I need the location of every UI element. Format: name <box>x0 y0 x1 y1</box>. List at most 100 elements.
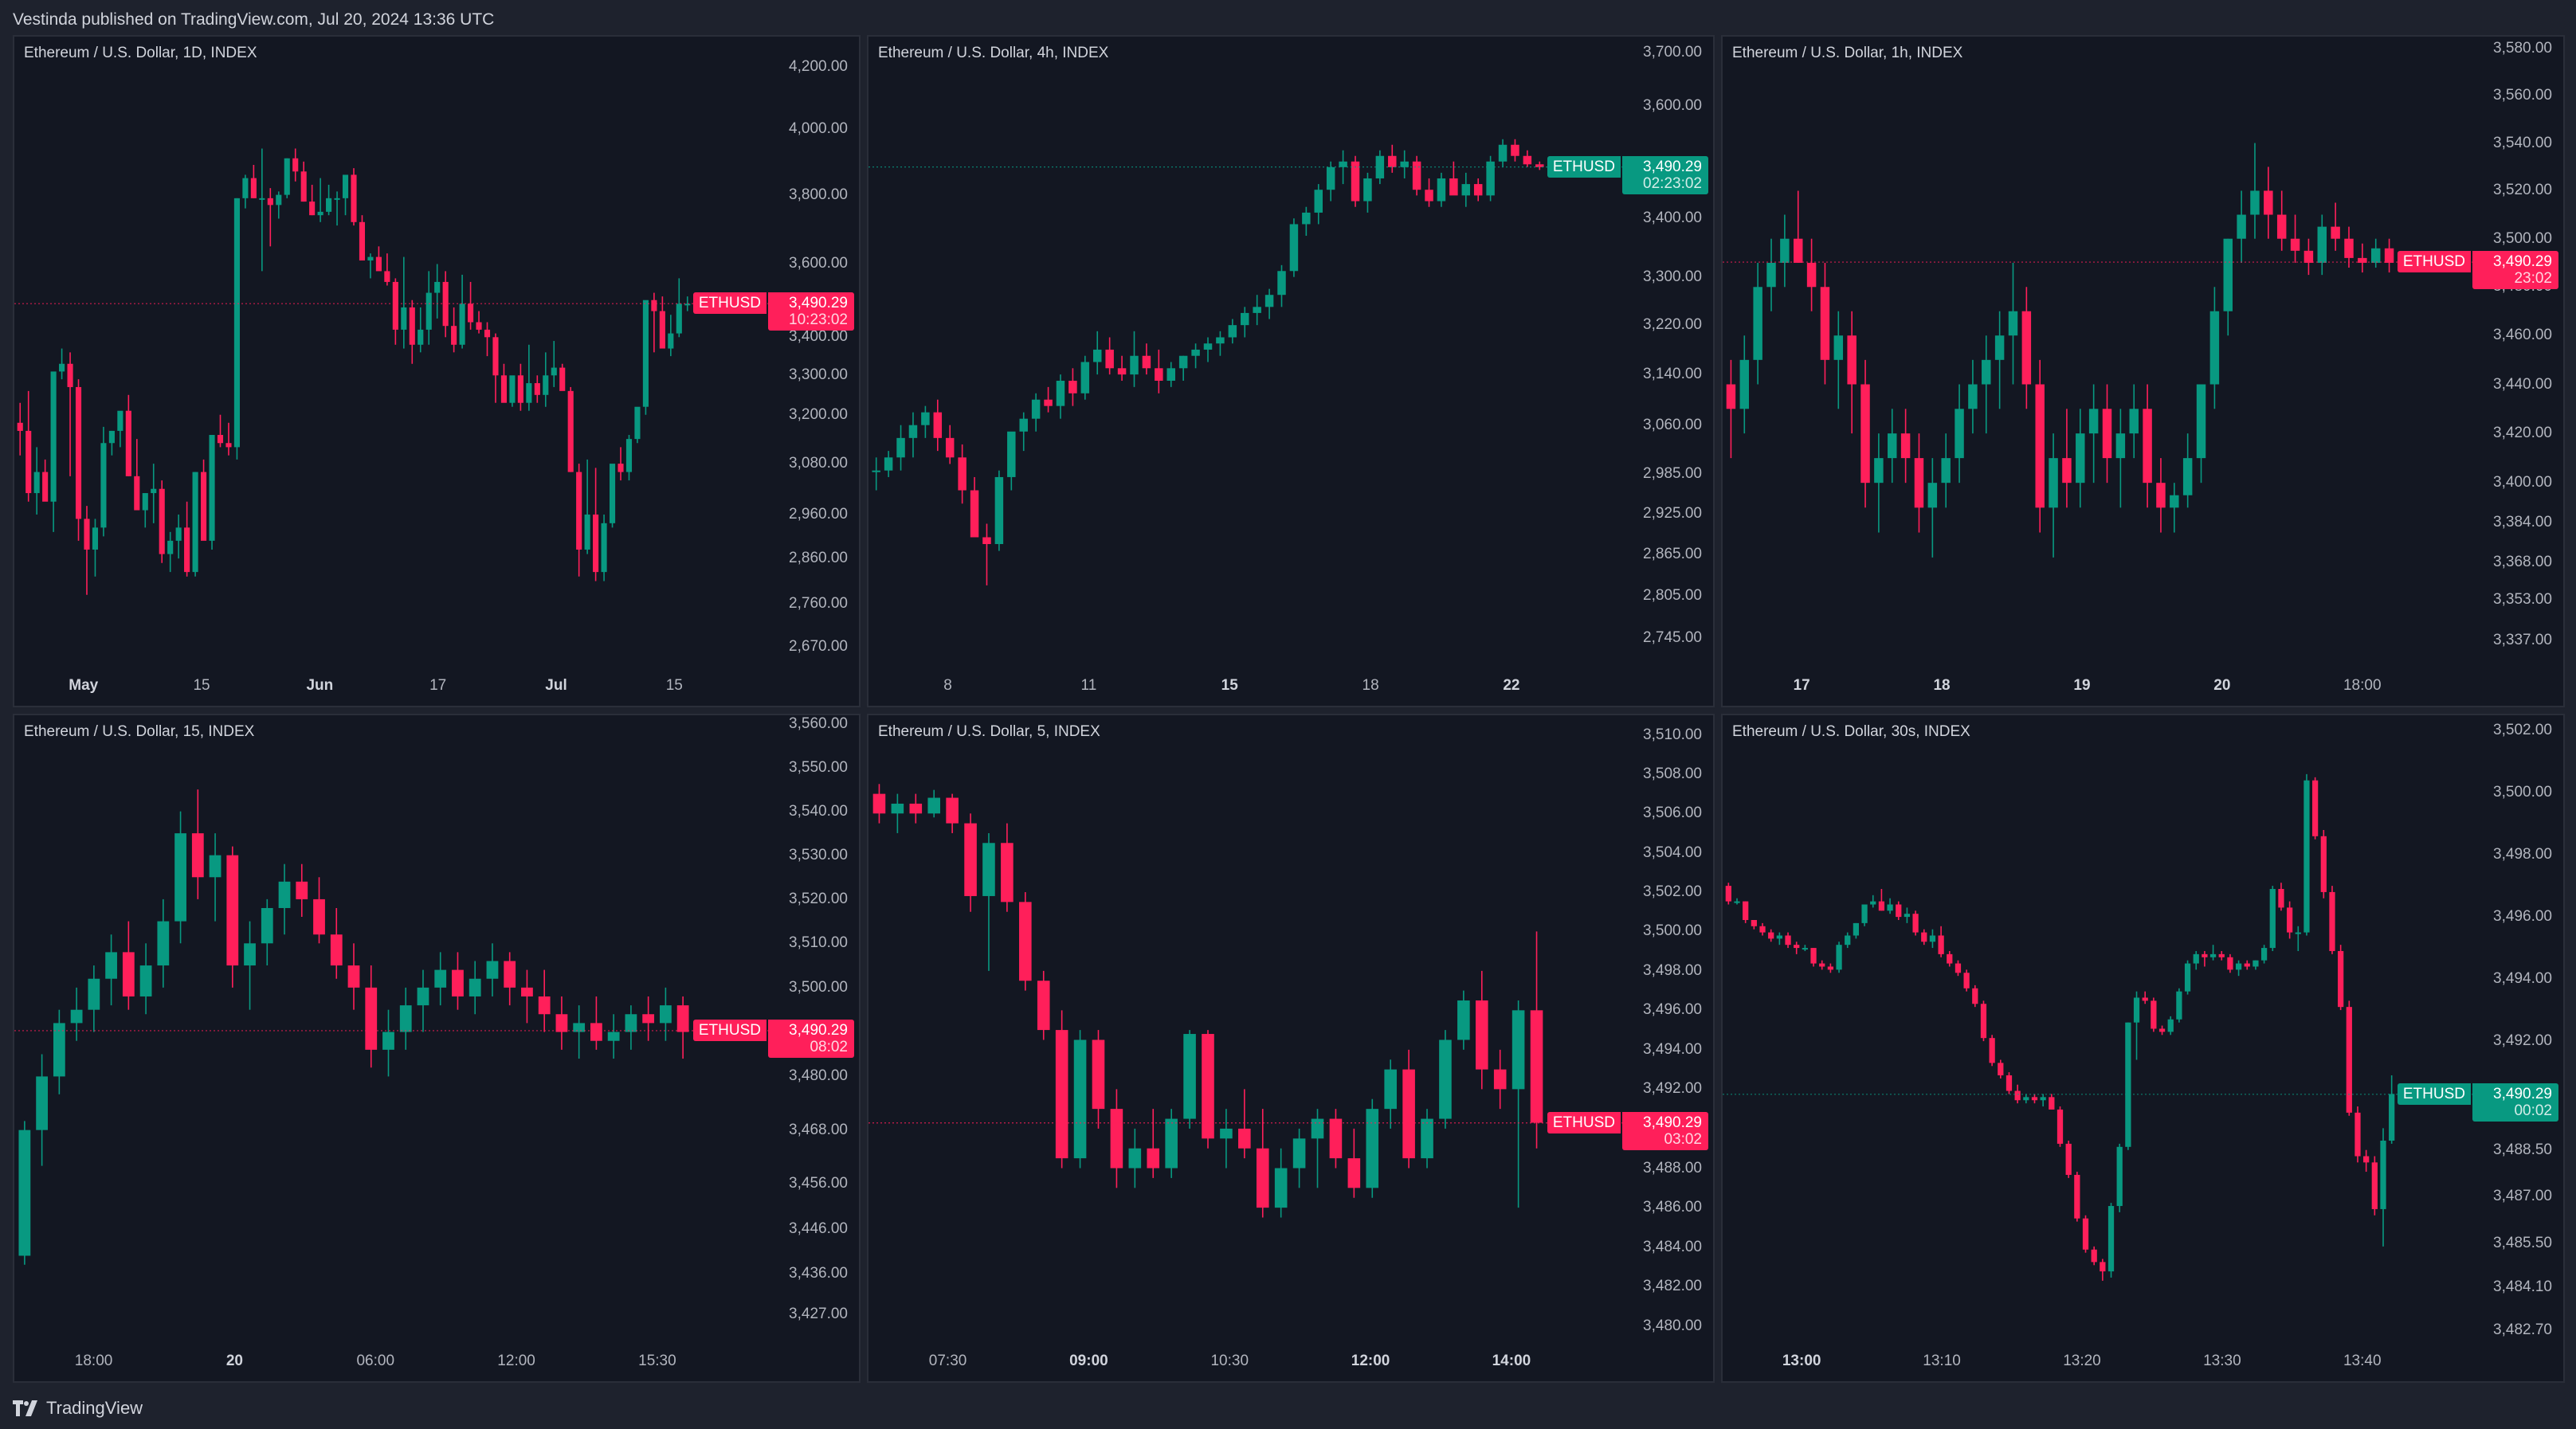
tradingview-logo-icon <box>13 1400 37 1416</box>
chart-panel-4h[interactable]: Ethereum / U.S. Dollar, 4h, INDEX 3,700.0… <box>867 35 1715 707</box>
candlestick-plot[interactable] <box>868 37 1624 671</box>
price-tick-label: 3,337.00 <box>2493 631 2552 648</box>
price-tick-label: 2,745.00 <box>1643 629 1702 647</box>
chart-panel-15m[interactable]: Ethereum / U.S. Dollar, 15, INDEX 3,560.0… <box>13 714 861 1383</box>
time-tick-label: 20 <box>225 1353 243 1369</box>
price-tick-label: 3,482.00 <box>1643 1278 1702 1295</box>
price-tick-label: 3,420.00 <box>2493 425 2552 442</box>
time-tick-label: 10:30 <box>1210 1353 1249 1369</box>
time-axis[interactable]: 8 11 15 18 22 <box>868 669 1624 706</box>
candlestick-plot[interactable] <box>14 37 770 671</box>
panel-title: Ethereum / U.S. Dollar, 1h, INDEX <box>1732 45 1963 61</box>
time-tick-label: 13:10 <box>1923 1353 1961 1369</box>
last-price-value: 3,490.29 <box>2493 1085 2552 1102</box>
time-tick-label: 14:00 <box>1492 1353 1531 1369</box>
price-tick-label: 3,488.50 <box>2493 1141 2552 1158</box>
last-price-tag: ETHUSD 3,490.29 00:02 <box>2397 1083 2558 1122</box>
bar-countdown: 23:02 <box>2514 270 2552 288</box>
chart-panel-5m[interactable]: Ethereum / U.S. Dollar, 5, INDEX 3,510.00… <box>867 714 1715 1383</box>
price-tick-label: 3,488.00 <box>1643 1159 1702 1176</box>
chart-panel-30s[interactable]: Ethereum / U.S. Dollar, 30s, INDEX 3,502.… <box>1721 714 2565 1383</box>
price-tick-label: 3,482.70 <box>2493 1321 2552 1339</box>
time-tick-label: 19 <box>2073 677 2091 694</box>
price-tick-label: 3,520.00 <box>789 890 848 907</box>
price-tick-label: 3,060.00 <box>1643 416 1702 433</box>
time-tick-label: 8 <box>943 677 952 694</box>
last-price-tag: ETHUSD 3,490.29 23:02 <box>2397 251 2558 290</box>
panel-title: Ethereum / U.S. Dollar, 5, INDEX <box>878 723 1100 740</box>
price-tick-label: 3,480.00 <box>1643 1317 1702 1335</box>
price-tick-label: 4,200.00 <box>789 57 848 75</box>
time-tick-label: 17 <box>1793 677 1810 694</box>
time-tick-label: 13:30 <box>2203 1353 2241 1369</box>
price-tick-label: 3,504.00 <box>1643 844 1702 861</box>
time-tick-label: 17 <box>429 677 447 694</box>
tradingview-footer[interactable]: TradingView <box>13 1396 143 1421</box>
price-tick-label: 3,540.00 <box>789 802 848 820</box>
price-tick-label: 3,496.00 <box>2493 908 2552 926</box>
price-axis[interactable]: 3,700.00 3,600.00 3,400.00 3,300.00 3,220.00… <box>1624 37 1713 671</box>
price-tick-label: 3,520.00 <box>2493 182 2552 199</box>
price-tick-label: 3,540.00 <box>2493 134 2552 151</box>
price-tick-label: 3,500.00 <box>1643 922 1702 940</box>
price-axis[interactable]: 3,510.00 3,508.00 3,506.00 3,504.00 3,502.00… <box>1624 715 1713 1346</box>
time-tick-label: 13:00 <box>1782 1353 1821 1369</box>
price-tick-label: 2,985.00 <box>1643 464 1702 482</box>
price-tick-label: 3,200.00 <box>789 405 848 423</box>
price-tick-label: 3,080.00 <box>789 455 848 472</box>
price-axis[interactable]: 3,560.00 3,550.00 3,540.00 3,530.00 3,520.00… <box>770 715 859 1346</box>
price-tick-label: 3,600.00 <box>789 255 848 272</box>
price-tick-label: 3,140.00 <box>1643 366 1702 383</box>
last-price-tag: ETHUSD 3,490.29 08:02 <box>692 1019 854 1058</box>
price-tick-label: 3,560.00 <box>789 714 848 732</box>
bar-countdown: 08:02 <box>810 1038 848 1055</box>
candlestick-plot[interactable] <box>1723 37 2474 671</box>
price-tick-label: 3,487.00 <box>2493 1188 2552 1205</box>
last-price-value: 3,490.29 <box>1643 1114 1702 1131</box>
chart-panel-1d[interactable]: Ethereum / U.S. Dollar, 1D, INDEX 4,200.0… <box>13 35 861 707</box>
price-axis[interactable]: 4,200.00 4,000.00 3,800.00 3,600.00 3,400.00… <box>770 37 859 671</box>
price-axis[interactable]: 3,580.00 3,560.00 3,540.00 3,520.00 3,500.00… <box>2474 37 2563 671</box>
time-tick-label: 07:30 <box>928 1353 967 1369</box>
price-countdown-label: 3,490.29 02:23:02 <box>1622 155 1708 194</box>
bar-countdown: 03:02 <box>1664 1130 1702 1148</box>
last-price-value: 3,490.29 <box>789 295 848 312</box>
symbol-label: ETHUSD <box>1547 155 1621 178</box>
last-price-value: 3,490.29 <box>2493 253 2552 271</box>
bar-countdown: 10:23:02 <box>789 311 848 329</box>
symbol-label: ETHUSD <box>2397 1083 2471 1105</box>
time-tick-label: 18:00 <box>2343 677 2382 694</box>
candlestick-plot[interactable] <box>1723 715 2474 1346</box>
price-countdown-label: 3,490.29 00:02 <box>2472 1083 2558 1122</box>
time-axis[interactable]: 17 18 19 20 18:00 <box>1723 669 2474 706</box>
price-tick-label: 2,925.00 <box>1643 504 1702 522</box>
price-tick-label: 3,498.00 <box>2493 846 2552 863</box>
time-tick-label: 22 <box>1503 677 1520 694</box>
time-tick-label: 13:40 <box>2343 1353 2382 1369</box>
panel-title: Ethereum / U.S. Dollar, 1D, INDEX <box>24 45 257 61</box>
price-tick-label: 3,300.00 <box>1643 268 1702 285</box>
price-tick-label: 3,468.00 <box>789 1121 848 1138</box>
price-tick-label: 3,500.00 <box>789 978 848 996</box>
price-countdown-label: 3,490.29 10:23:02 <box>768 292 854 331</box>
price-tick-label: 3,510.00 <box>1643 726 1702 743</box>
time-axis[interactable]: 18:00 20 06:00 12:00 15:30 <box>14 1345 770 1381</box>
price-tick-label: 3,550.00 <box>789 758 848 776</box>
price-tick-label: 3,460.00 <box>2493 327 2552 344</box>
price-tick-label: 3,480.00 <box>789 1067 848 1085</box>
price-tick-label: 2,860.00 <box>789 550 848 567</box>
time-axis[interactable]: 07:30 09:00 10:30 12:00 14:00 <box>868 1345 1624 1381</box>
chart-panel-1h[interactable]: Ethereum / U.S. Dollar, 1h, INDEX 3,580.0… <box>1721 35 2565 707</box>
candlestick-plot[interactable] <box>14 715 770 1346</box>
time-axis[interactable]: May 15 Jun 17 Jul 15 <box>14 669 770 706</box>
time-tick-label: 09:00 <box>1069 1353 1108 1369</box>
price-axis[interactable]: 3,502.00 3,500.00 3,498.00 3,496.00 3,494.00… <box>2474 715 2563 1346</box>
price-tick-label: 3,456.00 <box>789 1175 848 1192</box>
time-axis[interactable]: 13:00 13:10 13:20 13:30 13:40 <box>1723 1345 2474 1381</box>
candlestick-plot[interactable] <box>868 715 1624 1346</box>
time-tick-label: May <box>69 677 99 694</box>
time-tick-label: 20 <box>2213 677 2231 694</box>
price-tick-label: 3,400.00 <box>1643 209 1702 227</box>
time-tick-label: 13:20 <box>2063 1353 2101 1369</box>
price-tick-label: 3,494.00 <box>1643 1040 1702 1058</box>
